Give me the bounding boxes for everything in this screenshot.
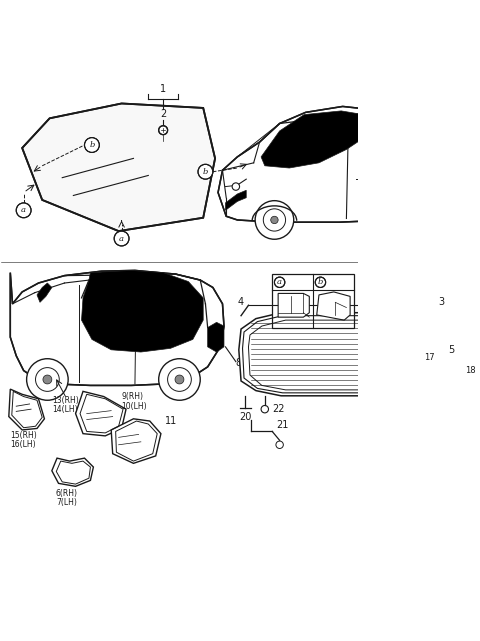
Text: 21: 21 — [276, 420, 288, 431]
Polygon shape — [10, 271, 224, 385]
Circle shape — [43, 375, 52, 384]
Text: 11: 11 — [165, 416, 177, 426]
Circle shape — [26, 359, 68, 400]
Polygon shape — [37, 283, 52, 303]
Text: 6(RH): 6(RH) — [56, 488, 78, 497]
Circle shape — [175, 375, 184, 384]
Polygon shape — [111, 419, 161, 463]
Polygon shape — [278, 294, 309, 317]
Text: 10(LH): 10(LH) — [121, 402, 147, 411]
Text: 16(LH): 16(LH) — [10, 440, 36, 449]
Polygon shape — [218, 106, 456, 222]
Text: 5: 5 — [449, 345, 455, 355]
Text: 13(RH): 13(RH) — [52, 395, 79, 404]
Text: b: b — [203, 168, 208, 176]
Text: 7(LH): 7(LH) — [56, 498, 77, 507]
Circle shape — [16, 203, 31, 218]
Text: b: b — [318, 278, 323, 287]
Circle shape — [255, 201, 294, 239]
Polygon shape — [22, 103, 215, 231]
FancyBboxPatch shape — [272, 274, 354, 328]
Circle shape — [159, 359, 200, 400]
Text: a: a — [119, 235, 124, 242]
Text: 1: 1 — [160, 83, 166, 94]
Text: a: a — [21, 206, 26, 214]
Circle shape — [392, 201, 430, 239]
Circle shape — [275, 277, 285, 287]
Text: 17: 17 — [424, 353, 435, 362]
Text: 8: 8 — [236, 358, 242, 368]
Circle shape — [232, 183, 240, 190]
Text: a: a — [277, 278, 282, 287]
Text: 3: 3 — [438, 297, 444, 306]
Circle shape — [407, 216, 415, 224]
Text: 9(RH): 9(RH) — [121, 392, 144, 401]
Text: 4: 4 — [238, 297, 244, 306]
Polygon shape — [9, 389, 45, 430]
Circle shape — [198, 164, 213, 179]
Polygon shape — [226, 190, 246, 210]
Text: 19: 19 — [329, 278, 342, 287]
Text: 15(RH): 15(RH) — [10, 431, 37, 440]
Polygon shape — [75, 392, 126, 436]
Text: 22: 22 — [272, 404, 285, 414]
Circle shape — [84, 138, 99, 153]
Text: 20: 20 — [239, 412, 251, 422]
Circle shape — [271, 216, 278, 224]
Text: 2: 2 — [160, 109, 166, 119]
Polygon shape — [208, 322, 224, 352]
Circle shape — [159, 126, 168, 135]
Text: 12: 12 — [288, 278, 301, 287]
Text: 18: 18 — [465, 366, 476, 375]
Polygon shape — [239, 313, 422, 395]
Text: b: b — [89, 141, 95, 149]
Text: 14(LH): 14(LH) — [52, 404, 77, 413]
Circle shape — [114, 231, 129, 246]
Polygon shape — [261, 111, 372, 168]
Circle shape — [315, 277, 325, 287]
Polygon shape — [82, 271, 203, 352]
Polygon shape — [317, 292, 350, 320]
Polygon shape — [52, 458, 94, 487]
